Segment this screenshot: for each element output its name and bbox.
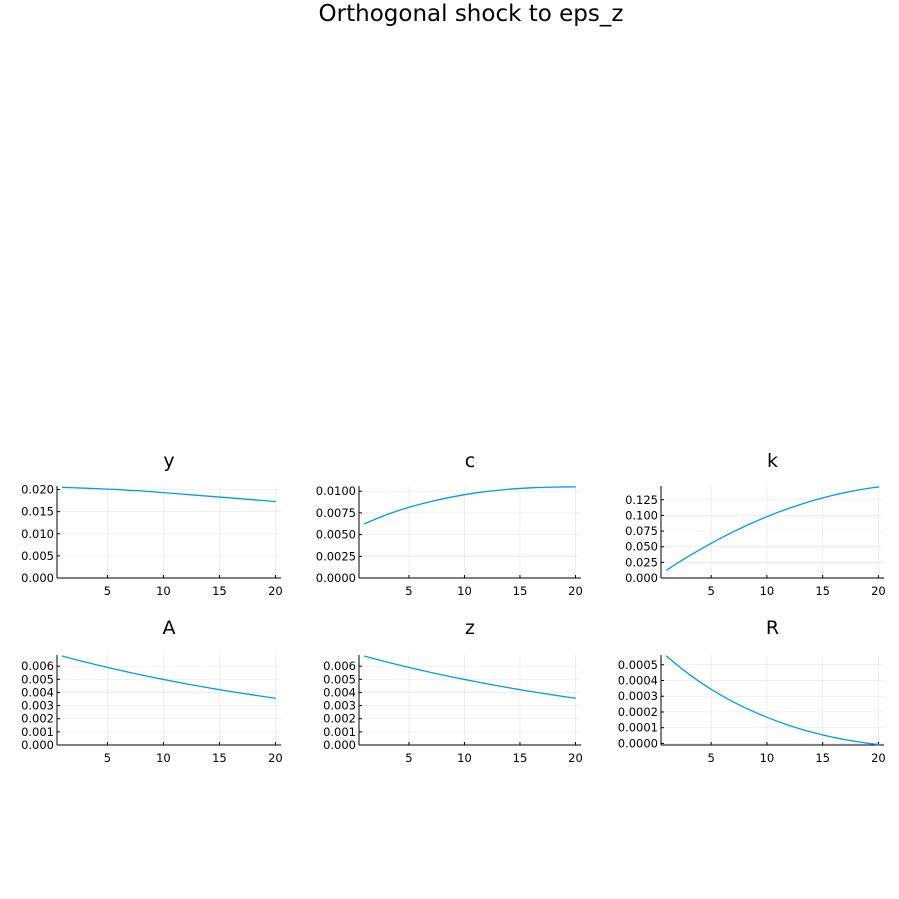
subplot-title: A (163, 617, 176, 639)
figure-title: Orthogonal shock to eps_z (319, 1, 624, 27)
series-line-k (665, 486, 880, 571)
x-tick-label: 5 (708, 751, 715, 765)
y-tick-label: 0.006 (323, 659, 356, 673)
x-tick-label: 20 (568, 584, 583, 598)
y-tick-label: 0.003 (21, 699, 54, 713)
y-tick-label: 0.0005 (618, 658, 658, 672)
y-tick-label: 0.0000 (316, 571, 356, 585)
y-tick-label: 0.0050 (316, 528, 356, 542)
series-line-c (363, 486, 577, 525)
series-line-R (665, 655, 880, 746)
y-tick-label: 0.025 (625, 555, 658, 569)
x-tick-label: 20 (268, 751, 283, 765)
y-tick-label: 0.0100 (316, 484, 356, 498)
subplot-title: R (766, 617, 779, 639)
series-line-z (363, 655, 577, 699)
x-tick-label: 5 (708, 584, 715, 598)
y-tick-label: 0.000 (625, 571, 658, 585)
x-tick-label: 5 (405, 584, 412, 598)
y-tick-label: 0.005 (323, 672, 356, 686)
x-tick-label: 10 (760, 584, 775, 598)
subplot-A: A 5 10 15 20 0.0000.0010.0020.0030.0040.0050.… (21, 617, 283, 765)
x-tick-label: 15 (513, 584, 528, 598)
x-tick-label: 20 (568, 751, 583, 765)
y-tick-label: 0.002 (21, 712, 54, 726)
y-tick-label: 0.003 (323, 699, 356, 713)
y-tick-label: 0.001 (323, 725, 356, 739)
series-line-A (61, 655, 277, 699)
x-tick-label: 5 (104, 584, 111, 598)
x-tick-label: 20 (871, 584, 886, 598)
y-tick-label: 0.004 (323, 685, 356, 699)
x-tick-label: 15 (815, 584, 830, 598)
y-tick-label: 0.100 (625, 508, 658, 522)
y-tick-label: 0.002 (323, 712, 356, 726)
y-tick-label: 0.0004 (618, 673, 658, 687)
y-tick-label: 0.0003 (618, 689, 658, 703)
subplot-title: k (767, 450, 778, 472)
subplot-c: c 5 10 15 20 0.0000 0.0025 0.0050 0.0075 0.0100 (316, 450, 583, 598)
x-tick-label: 10 (457, 751, 472, 765)
x-tick-label: 10 (457, 584, 472, 598)
x-tick-label: 10 (760, 751, 775, 765)
y-tick-label: 0.125 (625, 493, 658, 507)
x-tick-label: 15 (212, 751, 227, 765)
subplot-title: z (465, 617, 475, 639)
y-tick-label: 0.0025 (316, 549, 356, 563)
subplot-z: z 5 10 15 20 0.0000.0010.0020.0030.0040.0050.… (323, 617, 583, 765)
y-tick-label: 0.010 (21, 527, 54, 541)
y-tick-label: 0.075 (625, 524, 658, 538)
subplot-title: y (163, 450, 174, 472)
series-line-y (61, 486, 277, 503)
y-tick-label: 0.000 (21, 571, 54, 585)
y-tick-label: 0.004 (21, 685, 54, 699)
y-tick-label: 0.000 (323, 738, 356, 752)
y-tick-label: 0.005 (21, 672, 54, 686)
y-tick-label: 0.006 (21, 659, 54, 673)
x-tick-label: 20 (268, 584, 283, 598)
y-tick-label: 0.000 (21, 738, 54, 752)
x-tick-label: 10 (156, 584, 171, 598)
x-tick-label: 15 (513, 751, 528, 765)
y-tick-label: 0.005 (21, 549, 54, 563)
x-tick-label: 20 (871, 751, 886, 765)
y-tick-label: 0.020 (21, 483, 54, 497)
y-tick-label: 0.0000 (618, 736, 658, 750)
y-tick-label: 0.0075 (316, 506, 356, 520)
y-tick-label: 0.001 (21, 725, 54, 739)
x-tick-label: 5 (104, 751, 111, 765)
subplot-title: c (465, 450, 475, 472)
x-tick-label: 5 (405, 751, 412, 765)
y-tick-label: 0.015 (21, 505, 54, 519)
x-tick-label: 15 (212, 584, 227, 598)
subplot-y: y 5 10 15 20 0.000 0.005 0.010 0.015 0.020 (21, 450, 283, 598)
x-tick-label: 15 (815, 751, 830, 765)
y-tick-label: 0.0002 (618, 705, 658, 719)
y-tick-label: 0.0001 (618, 721, 658, 735)
subplot-grid: y 5 10 15 20 0.000 0.005 0.010 0.015 0.020 c 5 10 15 2… (21, 450, 886, 765)
y-tick-label: 0.050 (625, 540, 658, 554)
x-tick-label: 10 (156, 751, 171, 765)
